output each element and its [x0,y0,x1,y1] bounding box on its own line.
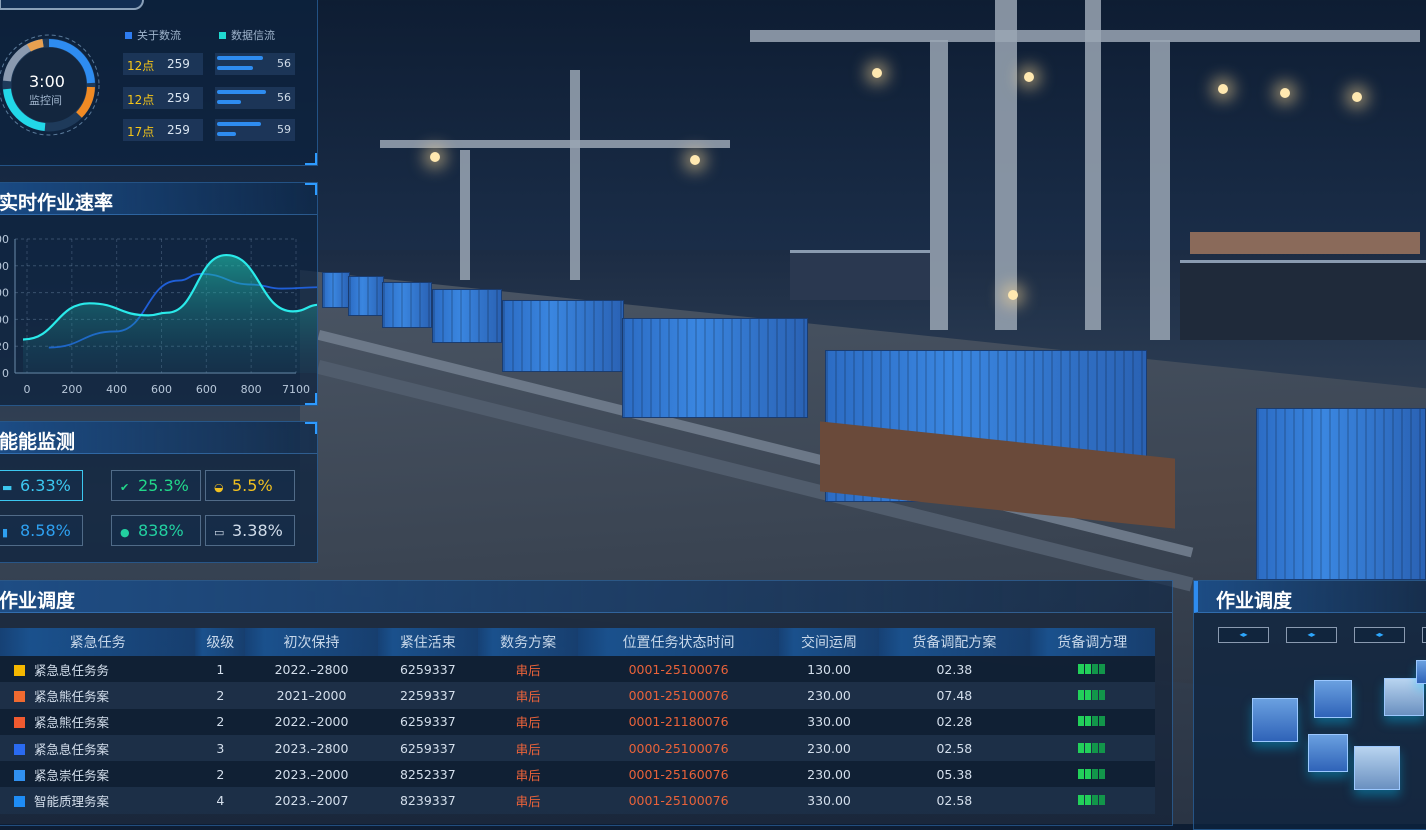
nav-arrows-button[interactable]: ◂▸ [1286,627,1337,643]
x-tick-label: 7100 [282,383,310,396]
signal-icon [1078,793,1106,808]
panel-title: 实时作业速率 [0,183,317,215]
priority-color-icon [14,769,25,781]
column-header[interactable]: 初次保持 [245,628,378,656]
column-header[interactable]: 交间运周 [778,628,880,656]
gauge-label: 监控间 [29,94,62,107]
x-tick-label: 800 [241,383,262,396]
rate-panel: 实时作业速率 0200000000002004006006008007100 [0,182,318,406]
signal-icon [1078,688,1106,703]
stat-row: 17点 259 [123,119,203,141]
x-tick-label: 200 [61,383,82,396]
panel-title: 能能监测 [0,422,317,454]
device-icon: ▭ [214,526,225,539]
kpi-card: ✔ 25.3% [111,470,201,501]
priority-color-icon [14,743,25,755]
nav-arrows-button[interactable]: ◂▸ [1218,627,1269,643]
panel-title: 作业调度 [0,581,1172,613]
priority-color-icon [14,690,25,702]
table-row[interactable]: 智能质理务案 4 2023.–2007 8239337 串后 0001-2510007… [0,787,1155,814]
signal-icon [1078,741,1106,756]
check-icon: ✔ [120,481,130,494]
bar-row: 56 [215,87,295,109]
schedule-table: 紧急任务 级级 初次保持 紧住活束 数务方案 位置任务状态时间 交间运周 货备调配方案 货备调方… [0,628,1155,814]
series-line [22,253,317,341]
column-header[interactable]: 紧住活束 [377,628,478,656]
signal-icon [1078,662,1106,677]
legend-item: 数据信流 [219,27,275,43]
priority-color-icon [14,796,25,808]
table-row[interactable]: 紧急息任务案 3 2023.–2800 6259337 串后 0000-2510007… [0,734,1155,762]
table-row[interactable]: 紧急熊任务案 2 2021–2000 2259337 串后 0001-25100076… [0,682,1155,709]
column-header[interactable]: 数务方案 [477,628,579,656]
kpi-value: 25.3% [138,476,189,495]
signal-icon [1078,714,1106,729]
column-header[interactable]: 货备调方理 [1029,628,1155,656]
y-tick-label: 00 [0,260,9,273]
kpi-card: ● 838% [111,515,201,546]
column-header[interactable]: 货备调配方案 [879,628,1030,656]
nav-arrows-button[interactable]: ◂▸ [1354,627,1405,643]
priority-color-icon [14,664,25,676]
kpi-value: 6.33% [20,476,71,495]
kpi-card: ▮ 8.58% [0,515,83,546]
column-header[interactable]: 级级 [195,628,246,656]
y-tick-label: 00 [0,287,9,300]
y-tick-label: 0 [2,367,9,380]
legend-item: 关于数流 [125,27,181,43]
y-tick-label: 00 [0,313,9,326]
stat-row: 12点 259 [123,53,203,75]
monitor-panel: 3:00 监控间 关于数流 数据信流 12点 259 12点 259 17点 259 … [0,0,318,166]
x-tick-label: 400 [106,383,127,396]
kpi-card: ▭ 3.38% [205,515,295,546]
table-row[interactable]: 紧急熊任务案 2 2022.–2000 6259337 串后 0001-2118007… [0,708,1155,735]
kpi-card: ◒ 5.5% [205,470,295,501]
kpi-value: 3.38% [232,521,283,540]
gauge-icon: ◒ [214,481,224,494]
time-gauge: 3:00 监控间 [0,29,103,141]
drop-icon: ● [120,526,130,539]
kpi-value: 838% [138,521,184,540]
rate-chart: 0200000000002004006006008007100 [0,233,317,396]
x-tick-label: 600 [151,383,172,396]
table-row[interactable]: 紧急息任务务 1 2022.–2800 6259337 串后 0001-2510007… [0,656,1155,683]
gauge-time: 3:00 [29,72,65,91]
kpi-card: ▬ 6.33% [0,470,83,501]
column-header[interactable]: 紧急任务 [0,628,196,656]
column-header[interactable]: 位置任务状态时间 [578,628,779,656]
battery-icon: ▬ [2,481,13,494]
bar-row: 56 [215,53,295,75]
x-tick-label: 600 [196,383,217,396]
signal-icon [1078,767,1106,782]
kpi-value: 5.5% [232,476,273,495]
y-tick-label: 20 [0,340,9,353]
dispatch-panel: 作业调度 [1193,580,1426,830]
bar-row: 59 [215,119,295,141]
panel-title: 作业调度 [1194,581,1426,613]
series-area [23,255,317,373]
y-tick-label: 00 [0,233,9,246]
stat-row: 12点 259 [123,87,203,109]
nav-arrows-button[interactable]: ◂▸ [1422,627,1426,643]
power-icon: ▮ [2,526,9,539]
kpi-value: 8.58% [20,521,71,540]
energy-panel: 能能监测 ▬ 6.33% ✔ 25.3% ◒ 5.5% ▮ 8.58% ● 838% ▭ 3.38% [0,421,318,563]
table-row[interactable]: 紧急崇任务案 2 2023.–2000 8252337 串后 0001-2516007… [0,761,1155,788]
x-tick-label: 0 [24,383,31,396]
priority-color-icon [14,717,25,729]
